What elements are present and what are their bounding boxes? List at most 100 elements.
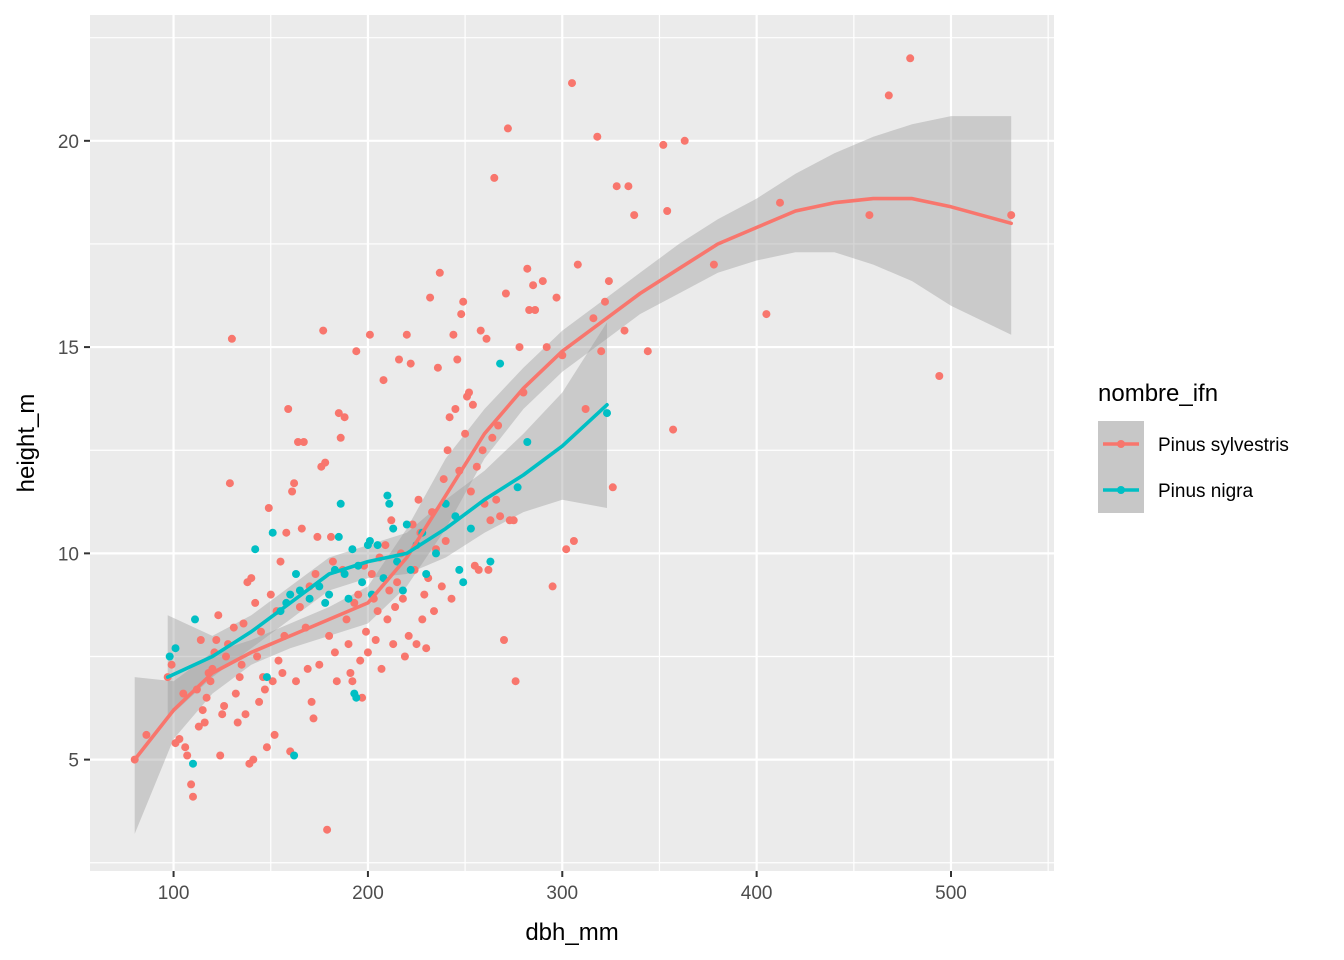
data-point [468,400,477,409]
data-point [525,306,534,314]
data-point [321,598,330,607]
data-point [381,541,390,550]
data-point [443,446,452,455]
data-point [315,660,324,669]
data-point [189,792,197,801]
data-point [402,330,411,339]
data-point [439,475,448,484]
data-point [290,479,299,488]
x-axis-title: dbh_mm [525,919,618,946]
data-point [367,570,376,578]
data-point [663,207,672,215]
y-tick-label: 10 [58,544,79,565]
data-point [332,677,341,686]
data-point [455,565,464,574]
data-point [198,706,207,715]
data-point [459,578,468,587]
data-point [624,182,633,191]
data-point [222,652,230,661]
data-point [218,710,227,719]
data-point [350,598,359,607]
data-point [511,677,520,686]
data-point [484,565,493,574]
data-point [340,570,349,578]
data-point [408,520,417,529]
data-point [241,710,250,719]
data-point [445,413,454,422]
data-point [262,673,271,682]
data-point [327,532,335,541]
data-point [447,594,456,603]
data-point [365,537,374,545]
data-point [430,607,438,616]
data-point [604,277,613,286]
data-point [330,648,339,657]
legend-key: Pinus sylvestris [1098,421,1289,467]
legend-label: Pinus sylvestris [1158,435,1289,456]
data-point [449,330,458,339]
data-point [270,730,279,739]
data-point [264,504,273,512]
data-point [294,438,302,446]
confidence-ribbons [134,116,1012,834]
data-point [379,376,388,385]
confidence-ribbon [134,116,1012,834]
data-point [474,565,483,574]
data-point [422,570,431,578]
data-point [276,557,285,566]
data-point [196,636,205,644]
data-point [529,281,538,290]
data-point [284,405,293,413]
data-point [288,487,297,496]
data-point [414,495,423,504]
data-point [884,91,893,100]
data-point [435,268,444,277]
data-point [334,409,343,418]
data-point [680,136,689,145]
data-point [179,689,188,698]
data-point [307,697,316,706]
data-point [325,590,334,599]
data-point [476,326,485,335]
data-point [523,264,532,273]
data-point [400,652,409,661]
data-point [167,660,176,669]
data-point [237,660,246,669]
legend-label: Pinus nigra [1158,481,1253,502]
data-point [191,615,199,624]
data-point [603,409,611,418]
data-point [501,289,510,298]
data-point [492,495,501,504]
data-point [336,499,345,508]
data-point [187,780,196,789]
data-point [496,359,505,368]
data-point [383,491,392,500]
data-point [319,326,328,335]
y-tick-label: 20 [58,132,79,153]
data-point [437,582,446,591]
data-point [589,314,598,323]
data-point [569,537,578,545]
data-point [486,516,495,525]
data-point [262,743,271,752]
data-point [418,615,427,624]
data-point [257,627,265,636]
data-point [142,730,151,739]
data-point [274,656,283,665]
data-point [441,537,450,545]
data-point [612,182,621,191]
data-point [348,545,357,554]
data-point [490,173,499,182]
data-point [538,277,547,286]
data-point [183,751,192,760]
data-point [620,326,629,335]
data-point [282,528,291,537]
data-point [200,718,209,727]
x-tick-label: 300 [546,883,578,904]
data-point [659,140,668,149]
data-point [568,79,576,88]
data-point [336,433,345,442]
data-point [227,334,236,343]
data-point [340,413,349,422]
grid-minor [90,15,1054,871]
